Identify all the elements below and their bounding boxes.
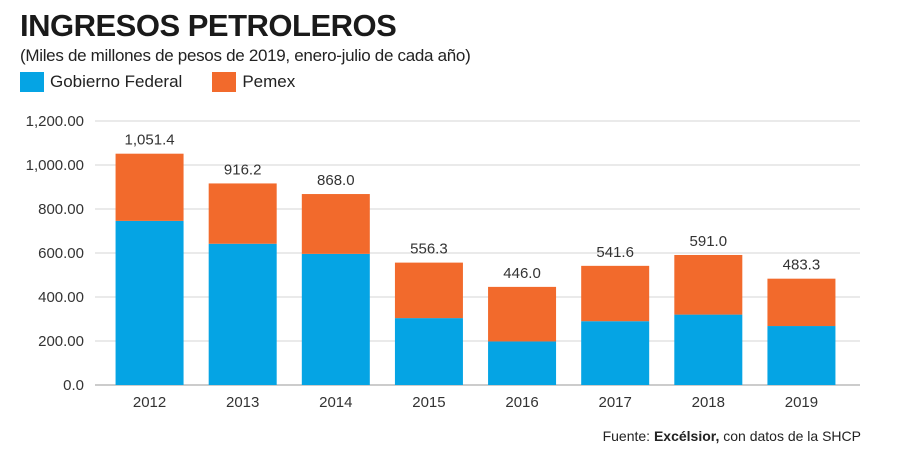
total-label-2013: 916.2 bbox=[224, 161, 262, 178]
bar-pemex-2013 bbox=[208, 183, 277, 244]
bar-pemex-2015 bbox=[394, 262, 463, 319]
legend-swatch-pemex bbox=[212, 72, 237, 92]
y-tick-label-0: 0.0 bbox=[63, 377, 84, 394]
bar-pemex-2012 bbox=[115, 153, 184, 221]
bar-gobierno-federal-2012 bbox=[115, 220, 184, 385]
legend-label-gobierno-federal: Gobierno Federal bbox=[50, 72, 183, 91]
bar-gobierno-federal-2013 bbox=[208, 243, 277, 385]
total-label-2012: 1,051.4 bbox=[125, 132, 175, 149]
source-note: Fuente: Excélsior, con datos de la SHCP bbox=[603, 428, 861, 444]
bar-gobierno-federal-2018 bbox=[674, 314, 743, 385]
bar-gobierno-federal-2015 bbox=[394, 318, 463, 385]
x-tick-label-2015: 2015 bbox=[412, 394, 445, 411]
bar-gobierno-federal-2014 bbox=[301, 253, 370, 385]
total-label-2017: 541.6 bbox=[596, 244, 634, 261]
legend-swatch-gobierno-federal bbox=[20, 72, 44, 92]
total-label-2018: 591.0 bbox=[690, 233, 728, 250]
x-tick-label-2012: 2012 bbox=[133, 394, 166, 411]
legend-label-pemex: Pemex bbox=[242, 72, 296, 91]
legend-item-pemex: Pemex bbox=[212, 72, 295, 92]
bar-gobierno-federal-2016 bbox=[488, 341, 557, 385]
y-tick-label-2: 400.00 bbox=[38, 289, 84, 306]
legend: Gobierno Federal Pemex bbox=[20, 72, 325, 92]
y-tick-label-3: 600.00 bbox=[38, 245, 84, 262]
x-tick-label-2013: 2013 bbox=[226, 394, 259, 411]
y-tick-label-1: 200.00 bbox=[38, 333, 84, 350]
bar-pemex-2017 bbox=[581, 265, 650, 322]
total-label-2019: 483.3 bbox=[783, 257, 821, 274]
bar-pemex-2018 bbox=[674, 254, 743, 315]
bar-gobierno-federal-2019 bbox=[767, 326, 836, 385]
source-suffix: con datos de la SHCP bbox=[719, 428, 861, 444]
x-tick-label-2018: 2018 bbox=[692, 394, 725, 411]
total-label-2015: 556.3 bbox=[410, 241, 448, 258]
chart-subtitle: (Miles de millones de pesos de 2019, ene… bbox=[20, 46, 471, 65]
bar-pemex-2019 bbox=[767, 278, 836, 327]
x-tick-label-2014: 2014 bbox=[319, 394, 352, 411]
legend-item-gobierno-federal: Gobierno Federal bbox=[20, 72, 182, 92]
total-label-2014: 868.0 bbox=[317, 172, 355, 189]
chart-title: INGRESOS PETROLEROS bbox=[20, 8, 397, 43]
y-tick-label-4: 800.00 bbox=[38, 201, 84, 218]
source-prefix: Fuente: bbox=[602, 428, 654, 444]
x-tick-label-2019: 2019 bbox=[785, 394, 818, 411]
x-tick-label-2017: 2017 bbox=[599, 394, 632, 411]
total-label-2016: 446.0 bbox=[503, 265, 541, 282]
bar-gobierno-federal-2017 bbox=[581, 321, 650, 385]
y-tick-label-5: 1,000.00 bbox=[26, 157, 84, 174]
source-brand: Excélsior, bbox=[653, 428, 720, 444]
x-tick-label-2016: 2016 bbox=[505, 394, 538, 411]
bar-pemex-2016 bbox=[488, 286, 557, 342]
bar-pemex-2014 bbox=[301, 194, 370, 254]
y-tick-label-6: 1,200.00 bbox=[26, 113, 84, 130]
